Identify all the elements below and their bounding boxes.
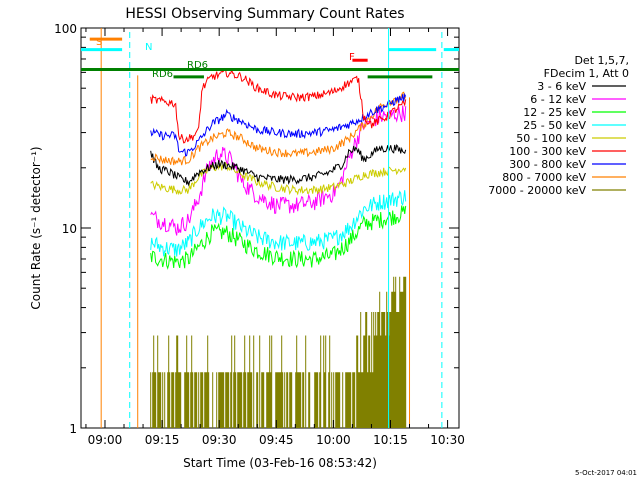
series-line: [150, 276, 407, 428]
flag-annotation: RD6: [152, 69, 173, 80]
x-tick-label: 10:15: [373, 433, 408, 447]
x-axis-label: Start Time (03-Feb-16 08:53:42): [183, 456, 377, 470]
x-tick-label: 09:30: [202, 433, 237, 447]
series-line: [150, 105, 407, 236]
series-line: [150, 92, 407, 157]
legend-label: 12 - 25 keV: [523, 106, 586, 119]
flag-annotation: RD6: [187, 60, 208, 71]
legend-label: 7000 - 20000 keV: [488, 184, 586, 197]
series-line: [150, 190, 407, 257]
series-layer: [150, 67, 407, 428]
chart-title: HESSI Observing Summary Count Rates: [125, 6, 404, 22]
legend-label: 6 - 12 keV: [530, 93, 586, 106]
y-tick-label: 10: [62, 222, 77, 236]
flag-annotation: F: [349, 52, 355, 63]
flag-annotation: S: [96, 37, 102, 48]
y-axis-label: Count Rate (s⁻¹ detector⁻¹): [29, 146, 43, 309]
x-tick-label: 09:00: [88, 433, 123, 447]
markers-layer: S N RD6 RD6 F: [81, 28, 459, 428]
x-tick-label: 10:30: [430, 433, 465, 447]
timestamp: 5-Oct-2017 04:01: [575, 469, 637, 477]
legend-label: 3 - 6 keV: [537, 80, 586, 93]
legend-header: Det 1,5,7,: [574, 54, 629, 67]
series-line: [150, 91, 407, 166]
x-tick-label: 09:45: [259, 433, 294, 447]
legend-label: 300 - 800 keV: [509, 158, 586, 171]
series-line: [150, 143, 407, 187]
y-tick-label: 1: [69, 422, 77, 436]
legend-label: 800 - 7000 keV: [502, 171, 586, 184]
legend-label: 25 - 50 keV: [523, 119, 586, 132]
series-line: [150, 205, 407, 270]
legend-label: 50 - 100 keV: [516, 132, 586, 145]
legend-header: FDecim 1, Att 0: [544, 67, 629, 80]
axes-layer: 09:00 09:15 09:30 09:45 10:00 10:15 10:30 1 10 10…: [54, 22, 465, 447]
y-tick-label: 100: [54, 22, 77, 36]
legend-label: 100 - 300 keV: [509, 145, 586, 158]
x-tick-label: 10:00: [316, 433, 351, 447]
flag-annotation: N: [145, 42, 152, 53]
x-tick-label: 09:15: [145, 433, 180, 447]
series-line: [150, 161, 407, 196]
series-line: [150, 67, 407, 144]
